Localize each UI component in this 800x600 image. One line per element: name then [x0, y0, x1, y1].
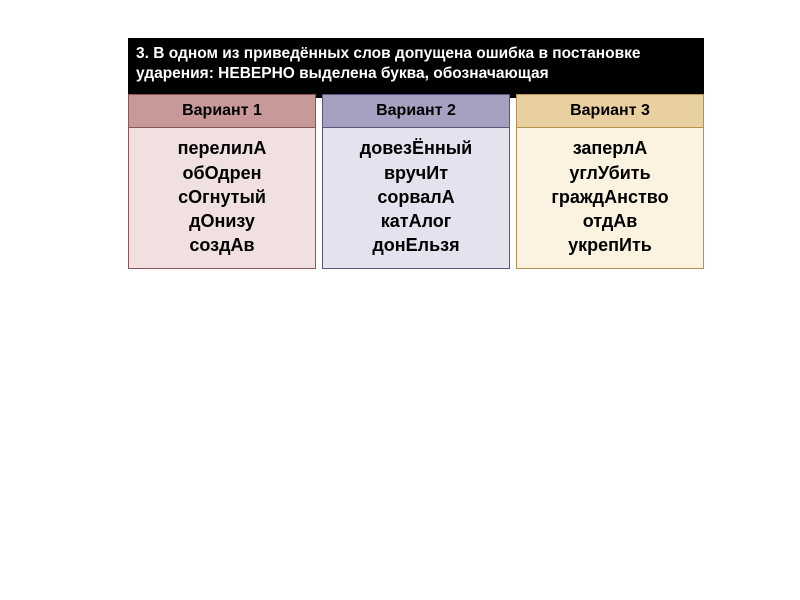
variant-1-word: дОнизу: [133, 209, 311, 233]
variant-2-word: сорвалА: [327, 185, 505, 209]
variant-2: Вариант 2 довезЁнный вручИт сорвалА катА…: [322, 94, 510, 268]
variant-2-word: катАлог: [327, 209, 505, 233]
variant-1-word: сОгнутый: [133, 185, 311, 209]
variant-3-word: углУбить: [521, 161, 699, 185]
variant-1: Вариант 1 перелилА обОдрен сОгнутый дОни…: [128, 94, 316, 268]
variant-3-word: отдАв: [521, 209, 699, 233]
variant-3-word: укрепИть: [521, 233, 699, 257]
variant-1-header: Вариант 1: [128, 94, 316, 128]
variant-1-body: перелилА обОдрен сОгнутый дОнизу создАв: [128, 127, 316, 268]
variant-3-word: заперлА: [521, 136, 699, 160]
variant-2-header: Вариант 2: [322, 94, 510, 128]
variant-3-header: Вариант 3: [516, 94, 704, 128]
variant-3-word: граждАнство: [521, 185, 699, 209]
variant-1-word: создАв: [133, 233, 311, 257]
variant-1-word: обОдрен: [133, 161, 311, 185]
variant-3: Вариант 3 заперлА углУбить граждАнство о…: [516, 94, 704, 268]
variant-2-body: довезЁнный вручИт сорвалА катАлог донЕль…: [322, 127, 510, 268]
variants-row: Вариант 1 перелилА обОдрен сОгнутый дОни…: [128, 94, 704, 268]
variant-2-word: вручИт: [327, 161, 505, 185]
variant-3-body: заперлА углУбить граждАнство отдАв укреп…: [516, 127, 704, 268]
variant-1-word: перелилА: [133, 136, 311, 160]
exercise-container: 3. В одном из приведённых слов допущена …: [128, 38, 704, 269]
question-text: 3. В одном из приведённых слов допущена …: [128, 38, 704, 98]
variant-2-word: довезЁнный: [327, 136, 505, 160]
variant-2-word: донЕльзя: [327, 233, 505, 257]
